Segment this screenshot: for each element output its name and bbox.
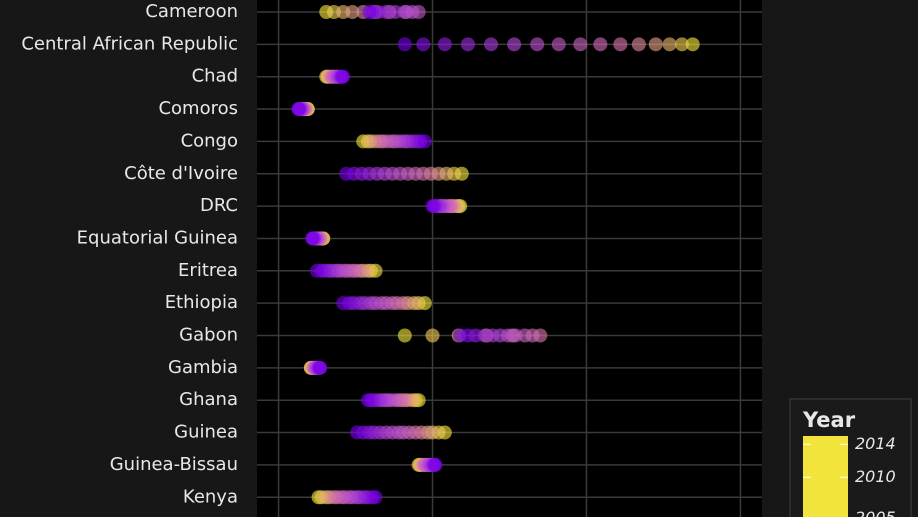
dot: [336, 296, 351, 311]
category-label: DRC: [200, 195, 238, 216]
dot: [305, 231, 320, 246]
plot-panel: [257, 0, 762, 517]
dot: [339, 166, 354, 181]
dot: [362, 5, 377, 19]
dot: [507, 37, 522, 52]
category-label: Central African Republic: [21, 33, 238, 54]
dot: [360, 393, 375, 408]
category-label: Comoros: [158, 98, 238, 119]
dot: [368, 490, 383, 505]
dot: [648, 37, 663, 52]
category-label: Cameroon: [145, 1, 238, 22]
dot: [593, 37, 608, 52]
category-label: Congo: [181, 130, 238, 151]
dot: [291, 102, 306, 117]
dot: [437, 37, 452, 52]
dot: [662, 37, 677, 52]
dot: [417, 134, 432, 149]
category-label: Guinea: [174, 422, 238, 443]
dot: [551, 37, 566, 52]
legend: Year 2014 2010 2005: [789, 398, 912, 517]
category-label: Gabon: [179, 325, 238, 346]
dot: [345, 5, 360, 19]
dot: [530, 37, 545, 52]
legend-title: Year: [802, 408, 856, 432]
dot: [685, 37, 700, 52]
dot: [484, 37, 499, 52]
dot: [453, 328, 468, 343]
category-label: Chad: [192, 66, 238, 87]
dot: [313, 360, 328, 375]
colorbar-tick-label: 2014: [855, 434, 896, 453]
category-label: Kenya: [183, 486, 238, 507]
category-label: Guinea-Bissau: [110, 454, 238, 475]
dot: [460, 37, 475, 52]
dot: [613, 37, 628, 52]
category-label: Gambia: [168, 357, 238, 378]
dot: [573, 37, 588, 52]
dot: [336, 69, 351, 84]
dot: [674, 37, 689, 52]
dot: [425, 328, 440, 343]
category-label: Ethiopia: [165, 292, 238, 313]
dot: [397, 328, 412, 343]
dot: [350, 425, 365, 440]
category-label: Equatorial Guinea: [77, 227, 238, 248]
colorbar: [803, 436, 848, 517]
colorbar-tick-label: 2005: [855, 508, 896, 517]
dot: [397, 37, 412, 52]
category-label: Eritrea: [178, 260, 238, 281]
dot: [425, 199, 440, 214]
dot: [416, 37, 431, 52]
colorbar-tick-label: 2010: [855, 467, 896, 486]
category-label: Côte d'Ivoire: [124, 163, 238, 184]
dot: [428, 457, 443, 472]
category-label: Ghana: [179, 389, 238, 410]
dot: [310, 263, 325, 278]
dot: [631, 37, 646, 52]
